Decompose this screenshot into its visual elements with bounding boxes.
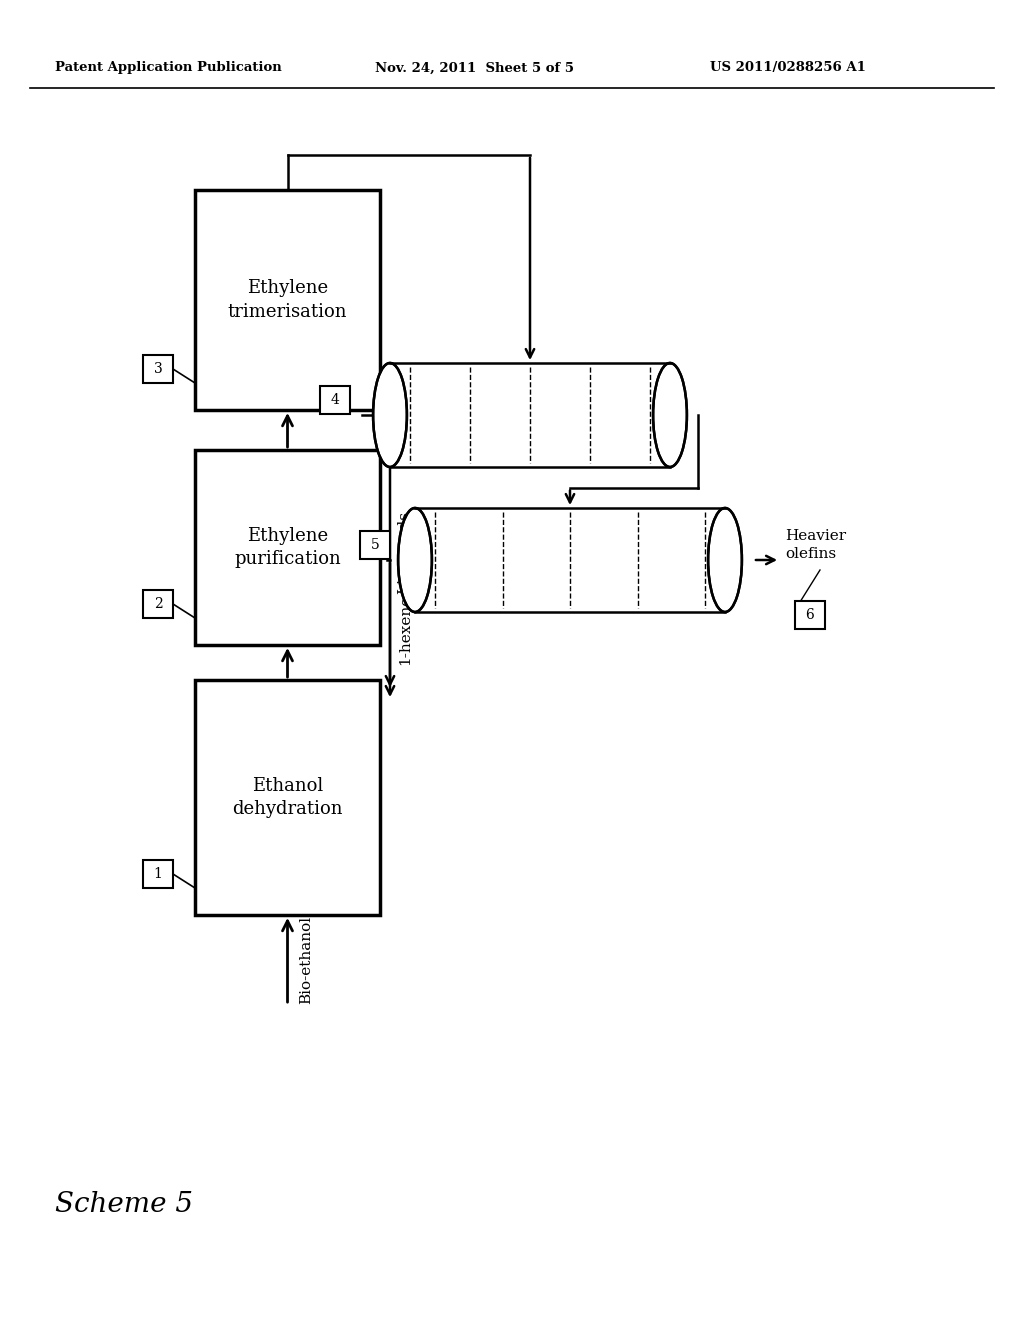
Bar <box>195 190 380 411</box>
Text: 6: 6 <box>806 609 814 622</box>
Text: Nov. 24, 2011  Sheet 5 of 5: Nov. 24, 2011 Sheet 5 of 5 <box>375 62 574 74</box>
Ellipse shape <box>375 364 406 466</box>
Text: Bio-ethanol: Bio-ethanol <box>299 916 313 1005</box>
Text: Patent Application Publication: Patent Application Publication <box>55 62 282 74</box>
Text: 4: 4 <box>331 393 339 407</box>
Text: Ethylene
trimerisation: Ethylene trimerisation <box>227 280 347 321</box>
Text: Heavier
olefins: Heavier olefins <box>785 529 846 561</box>
Text: Light ends: Light ends <box>398 511 412 594</box>
Bar <box>143 355 173 383</box>
Ellipse shape <box>654 364 685 466</box>
Ellipse shape <box>373 363 407 467</box>
Text: Ethanol
dehydration: Ethanol dehydration <box>232 776 343 818</box>
Bar <box>360 531 390 558</box>
Ellipse shape <box>653 363 687 467</box>
Text: 1-hexene: 1-hexene <box>398 595 412 665</box>
Text: 3: 3 <box>154 362 163 376</box>
Bar <box>143 861 173 888</box>
Bar <box>195 450 380 645</box>
Bar <box>143 590 173 618</box>
Ellipse shape <box>398 508 432 612</box>
Bar <box>195 680 380 915</box>
Bar <box>319 385 350 414</box>
Bar <box>795 601 825 630</box>
Text: 2: 2 <box>154 597 163 611</box>
Text: US 2011/0288256 A1: US 2011/0288256 A1 <box>710 62 866 74</box>
Ellipse shape <box>399 510 430 610</box>
Ellipse shape <box>710 510 740 610</box>
Text: 5: 5 <box>371 539 379 552</box>
Ellipse shape <box>709 508 742 612</box>
Bar <box>390 363 670 467</box>
Text: Scheme 5: Scheme 5 <box>55 1192 193 1218</box>
Text: 1: 1 <box>154 867 163 880</box>
Bar <box>415 508 725 612</box>
Text: Ethylene
purification: Ethylene purification <box>234 527 341 569</box>
